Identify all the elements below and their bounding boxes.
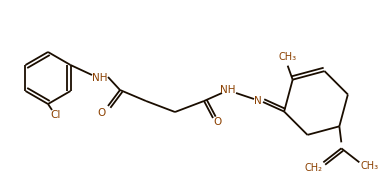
Text: CH₃: CH₃ [360,161,378,171]
Text: N: N [254,96,262,106]
Text: NH: NH [220,85,236,95]
Text: NH: NH [92,73,108,83]
Text: Cl: Cl [51,110,61,120]
Text: CH₂: CH₂ [304,163,322,173]
Text: O: O [214,117,222,127]
Text: O: O [98,108,106,118]
Text: CH₃: CH₃ [279,52,297,62]
